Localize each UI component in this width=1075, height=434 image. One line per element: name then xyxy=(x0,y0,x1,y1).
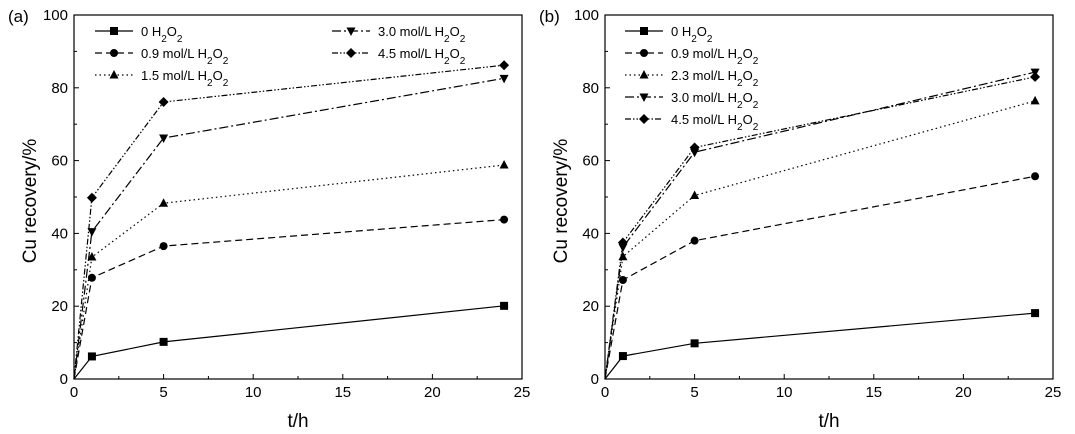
legend-marker xyxy=(639,114,649,124)
y-tick-label: 40 xyxy=(582,225,599,242)
x-tick-label: 20 xyxy=(424,384,441,401)
panel-label: (b) xyxy=(539,7,560,26)
series-line xyxy=(604,76,1036,380)
x-tick-label: 5 xyxy=(690,384,698,401)
series-line xyxy=(73,64,505,380)
data-point-marker xyxy=(500,301,509,310)
x-tick-label: 25 xyxy=(514,384,531,401)
y-tick-label: 20 xyxy=(582,298,599,315)
data-point-marker xyxy=(500,215,509,224)
data-point-marker xyxy=(618,352,627,361)
data-point-marker xyxy=(1031,309,1040,318)
data-point-marker xyxy=(159,337,168,346)
series-line xyxy=(604,175,1036,380)
x-tick-label: 0 xyxy=(601,384,609,401)
x-axis-title: t/h xyxy=(818,411,839,432)
legend-marker xyxy=(639,70,649,79)
legend-marker xyxy=(109,70,119,79)
x-tick-label: 0 xyxy=(70,384,78,401)
data-point-marker xyxy=(87,273,96,282)
data-point-marker xyxy=(86,192,97,203)
legend-marker xyxy=(640,27,648,35)
legend-label: 0 H2O2 xyxy=(141,24,183,45)
y-tick-label: 80 xyxy=(51,80,68,97)
series-line xyxy=(604,71,1036,380)
y-tick-label: 100 xyxy=(43,7,68,24)
data-point-marker xyxy=(87,228,97,237)
legend-label: 0 H2O2 xyxy=(671,24,713,45)
series-line xyxy=(604,100,1036,380)
legend-label: 0.9 mol/L H2O2 xyxy=(671,46,759,67)
panel-label: (a) xyxy=(8,7,29,26)
y-tick-label: 20 xyxy=(51,298,68,315)
y-tick-label: 0 xyxy=(591,371,599,388)
data-point-marker xyxy=(689,142,700,153)
panel-a: 0 5 10 15 20 25 0 20 40 60 80 100 t/h Cu recovery/% (a… xyxy=(8,7,530,432)
legend-marker xyxy=(640,49,648,57)
data-point-marker xyxy=(499,60,510,71)
series-line xyxy=(604,312,1036,380)
x-axis-title: t/h xyxy=(287,411,308,432)
y-axis-title: Cu recovery/% xyxy=(20,139,41,264)
legend-marker xyxy=(639,93,649,102)
x-tick-label: 15 xyxy=(865,384,882,401)
legend-marker xyxy=(346,48,356,58)
legend-label: 3.0 mol/L H2O2 xyxy=(378,24,466,45)
legend-label: 4.5 mol/L H2O2 xyxy=(671,112,759,133)
data-point-marker xyxy=(690,236,699,245)
series-line xyxy=(73,77,505,380)
x-tick-label: 20 xyxy=(955,384,972,401)
y-tick-label: 60 xyxy=(582,153,599,170)
x-tick-label: 5 xyxy=(159,384,167,401)
data-point-marker xyxy=(618,275,627,284)
data-point-marker xyxy=(87,352,96,361)
x-tick-label: 25 xyxy=(1045,384,1062,401)
data-point-marker xyxy=(87,252,97,261)
data-point-marker xyxy=(499,74,509,84)
y-tick-label: 0 xyxy=(60,371,68,388)
legend-marker xyxy=(110,49,118,57)
series-line xyxy=(73,219,505,380)
data-point-marker xyxy=(499,159,509,169)
data-point-marker xyxy=(1031,172,1040,181)
data-point-marker xyxy=(1030,71,1041,82)
legend-marker xyxy=(110,27,118,35)
data-point-marker xyxy=(617,237,628,248)
y-tick-label: 80 xyxy=(582,80,599,97)
data-point-marker xyxy=(690,190,700,200)
data-point-marker xyxy=(159,134,169,144)
x-tick-label: 10 xyxy=(245,384,262,401)
panel-b: 0 5 10 15 20 25 0 20 40 60 80 100 t/h Cu recovery/% (b… xyxy=(539,7,1061,432)
y-axis-title: Cu recovery/% xyxy=(551,139,572,264)
legend-label: 3.0 mol/L H2O2 xyxy=(671,90,759,111)
series-line xyxy=(73,305,505,380)
data-point-marker xyxy=(618,243,628,253)
data-point-marker xyxy=(618,251,628,261)
legend-label: 4.5 mol/L H2O2 xyxy=(378,46,466,67)
legend-label: 2.3 mol/L H2O2 xyxy=(671,68,759,89)
data-point-marker xyxy=(159,242,168,251)
data-point-marker xyxy=(1030,95,1040,105)
data-point-marker xyxy=(158,96,169,107)
legend-label: 0.9 mol/L H2O2 xyxy=(141,46,229,67)
x-tick-label: 10 xyxy=(776,384,793,401)
legend-label: 1.5 mol/L H2O2 xyxy=(141,68,229,89)
legend-marker xyxy=(346,27,356,36)
y-tick-label: 40 xyxy=(51,225,68,242)
data-point-marker xyxy=(690,339,699,348)
x-tick-label: 15 xyxy=(334,384,351,401)
y-tick-label: 60 xyxy=(51,153,68,170)
data-point-marker xyxy=(159,198,169,207)
y-tick-label: 100 xyxy=(574,7,599,24)
